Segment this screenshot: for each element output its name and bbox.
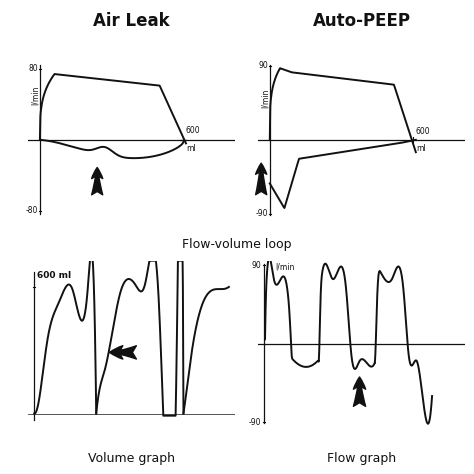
Text: l/min: l/min (275, 262, 295, 271)
Text: -80: -80 (26, 207, 38, 215)
Text: 600: 600 (416, 127, 430, 136)
Text: 600: 600 (186, 127, 201, 136)
Text: 90: 90 (259, 61, 268, 70)
Text: 600 ml: 600 ml (37, 272, 71, 281)
Text: l/min: l/min (261, 89, 270, 109)
Text: Volume graph: Volume graph (88, 452, 175, 465)
Text: -90: -90 (256, 210, 268, 219)
Text: ml: ml (416, 144, 426, 153)
Text: Auto-PEEP: Auto-PEEP (312, 12, 410, 30)
Text: 90: 90 (251, 261, 261, 270)
Text: ml: ml (186, 144, 196, 153)
Text: l/min: l/min (31, 86, 40, 105)
Text: Flow-volume loop: Flow-volume loop (182, 237, 292, 251)
Text: 80: 80 (29, 64, 38, 73)
Text: -90: -90 (249, 418, 261, 427)
Text: Flow graph: Flow graph (327, 452, 396, 465)
Text: Air Leak: Air Leak (93, 12, 170, 30)
